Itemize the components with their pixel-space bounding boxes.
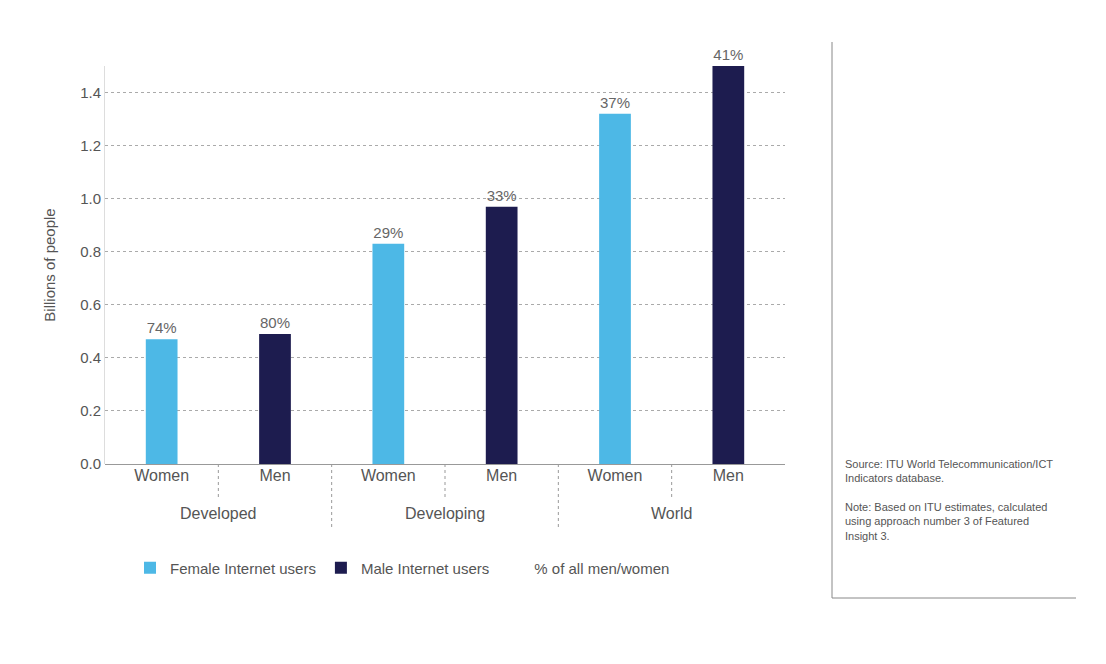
svg-text:% of all men/women: % of all men/women [534,560,669,577]
svg-text:Male Internet users: Male Internet users [361,560,489,577]
svg-text:Developing: Developing [405,505,485,522]
svg-text:1.2: 1.2 [80,137,101,154]
svg-text:80%: 80% [260,314,290,331]
svg-text:Men: Men [486,467,517,484]
svg-text:33%: 33% [487,187,517,204]
svg-text:0.2: 0.2 [80,402,101,419]
svg-text:Women: Women [588,467,643,484]
svg-text:1.0: 1.0 [80,190,101,207]
svg-text:29%: 29% [373,224,403,241]
svg-text:37%: 37% [600,94,630,111]
svg-text:0.0: 0.0 [80,455,101,472]
svg-text:World: World [651,505,693,522]
svg-text:0.6: 0.6 [80,296,101,313]
svg-text:Developed: Developed [180,505,257,522]
svg-text:0.4: 0.4 [80,349,101,366]
svg-text:Source: ITU World Telecommunic: Source: ITU World Telecommunication/ICTI… [845,458,1053,542]
svg-text:Men: Men [713,467,744,484]
svg-text:74%: 74% [147,319,177,336]
svg-text:Women: Women [361,467,416,484]
svg-text:Men: Men [259,467,290,484]
svg-text:Billions of people: Billions of people [41,208,58,321]
svg-text:Female Internet users: Female Internet users [170,560,316,577]
svg-text:Women: Women [134,467,189,484]
svg-text:1.4: 1.4 [80,84,101,101]
svg-text:0.8: 0.8 [80,243,101,260]
svg-text:41%: 41% [713,46,743,63]
